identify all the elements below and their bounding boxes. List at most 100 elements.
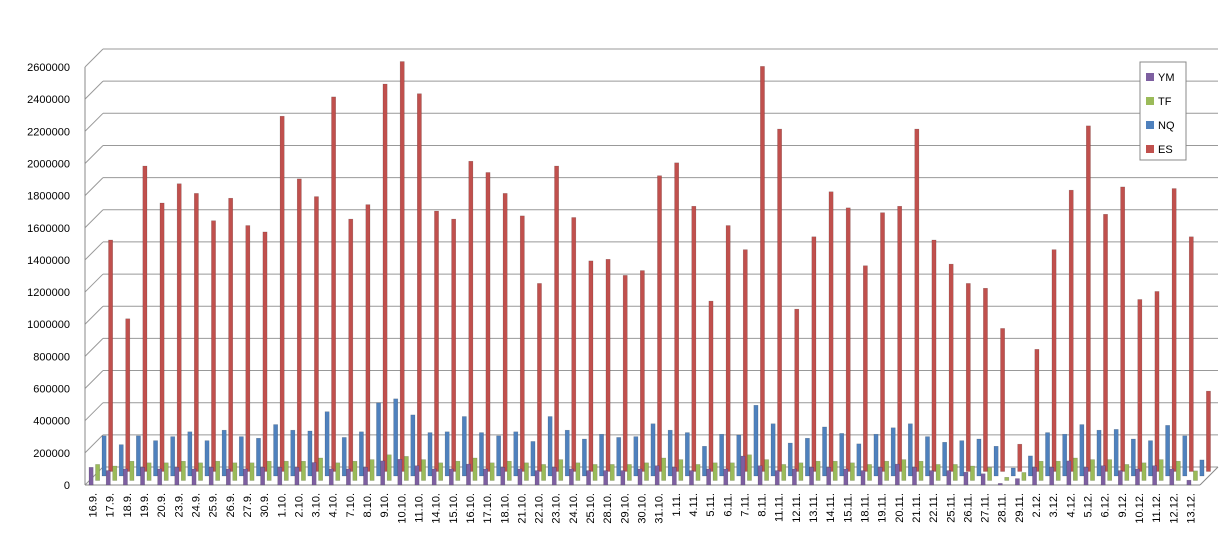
bar [983,287,988,472]
bar [513,431,519,477]
bar [987,467,992,481]
x-tick-label: 8.10. [362,493,374,517]
bar [187,431,193,477]
y-tick-label: 800000 [33,351,70,363]
bar [845,207,851,472]
bar [506,460,512,481]
bar [695,464,701,481]
x-tick-label: 25.10. [585,493,597,524]
bar [1135,468,1140,486]
bar [946,470,952,486]
bar [952,464,958,481]
bar [1117,470,1123,486]
bar [502,193,508,472]
bar [472,457,478,481]
y-tick-label: 600000 [33,384,70,396]
bar [146,462,152,481]
bar [163,462,169,481]
bar [708,300,714,472]
bar [860,470,866,486]
bar [225,468,231,486]
bar [277,467,283,486]
x-tick-label: 15.10. [448,493,460,524]
bar [1045,432,1050,477]
x-tick-label: 4.10. [328,493,340,517]
bar [884,460,890,481]
x-tick-label: 16.10. [465,493,477,524]
bar [805,437,810,477]
bar [719,433,724,477]
bar [181,460,186,481]
x-tick-label: 24.9. [191,493,203,517]
bar [976,438,982,477]
y-tick-label: 2000000 [27,158,70,170]
bar [1015,478,1020,486]
bar [592,464,598,481]
bar [650,423,656,477]
bar [380,460,386,486]
x-tick-label: 23.9. [173,493,185,517]
bar [1152,465,1157,486]
x-tick-label: 29.10. [619,493,631,524]
x-tick-label: 25.11. [945,493,957,523]
bar [414,465,420,486]
grid-line [84,466,104,486]
bar [262,231,268,472]
bar [929,470,934,486]
bar [1000,328,1005,472]
bar [547,416,553,477]
x-tick-label: 22.11. [928,493,940,523]
x-tick-label: 12.12. [1168,493,1180,524]
bar [500,467,506,486]
bar [1034,349,1040,472]
bar [811,236,817,472]
bar [914,128,920,472]
x-tick-label: 27.9. [242,493,254,517]
bar [627,464,632,481]
bar [970,465,975,481]
x-tick-label: 11.10. [414,493,426,523]
bar [314,196,319,472]
x-tick-label: 21.11. [911,493,923,523]
x-tick-label: 19.11. [877,493,889,523]
x-tick-label: 2.12. [1031,493,1043,517]
bar [558,459,564,481]
bar [1107,459,1113,481]
bar [901,459,907,481]
x-tick-label: 10.12. [1134,493,1146,524]
bar [1113,429,1119,477]
axis [1199,466,1219,486]
bar [925,436,930,477]
bar [1165,425,1170,477]
bar [712,462,718,481]
bar [839,433,845,477]
bar [850,462,855,481]
bar [689,470,694,486]
x-tick-label: 18.11. [860,493,872,523]
grid-line [84,370,104,389]
bar [88,467,94,486]
bar [194,193,199,472]
bar [404,456,409,481]
bar [331,96,336,472]
bar [644,462,649,481]
x-tick-label: 9.10. [379,493,391,517]
legend-swatch [1146,145,1154,153]
x-tick-label: 5.11. [705,493,717,517]
bar [1175,460,1181,481]
bar [170,436,176,477]
y-tick-label: 2600000 [27,62,70,74]
bar [211,220,216,472]
bar [444,431,450,477]
bar [363,467,368,486]
legend-box [1139,61,1187,161]
bar [691,205,697,472]
bar [575,462,581,481]
bar [95,464,100,481]
bar [157,468,163,486]
bar [489,462,495,481]
bar [633,436,639,477]
x-tick-label: 18.10. [499,493,511,524]
bar [174,467,180,486]
y-tick-label: 200000 [33,448,70,460]
